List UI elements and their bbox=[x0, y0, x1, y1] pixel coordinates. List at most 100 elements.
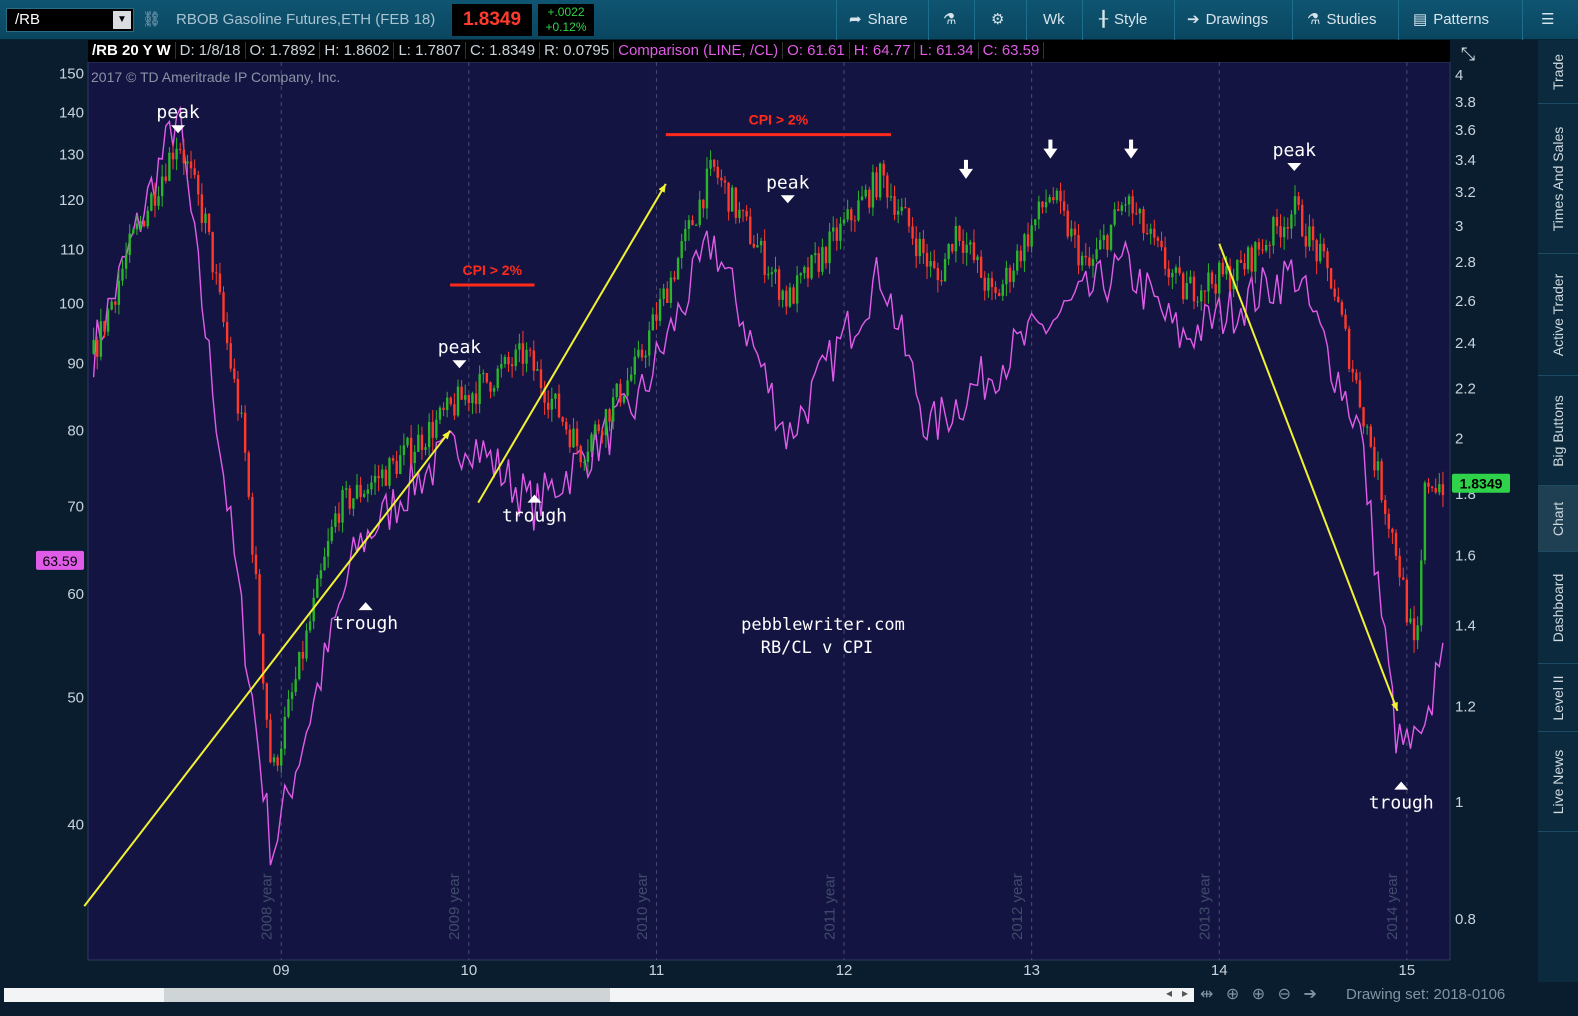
rb-candle bbox=[983, 271, 986, 301]
horizontal-scrollbar[interactable]: ◂ ▸ bbox=[4, 986, 1194, 1002]
rb-candle bbox=[251, 492, 254, 564]
candle-body bbox=[1160, 240, 1163, 248]
rb-candle bbox=[770, 266, 774, 287]
candle-body bbox=[363, 493, 366, 497]
rb-candle bbox=[662, 283, 665, 307]
zoom-out-icon[interactable]: ⊖ bbox=[1277, 986, 1291, 1003]
rb-candle bbox=[763, 229, 766, 284]
tab-chart[interactable]: Chart bbox=[1538, 486, 1578, 552]
candle-body bbox=[168, 152, 171, 181]
rb-candle bbox=[1131, 189, 1134, 226]
rb-candle bbox=[1091, 254, 1095, 278]
rb-candle bbox=[954, 216, 958, 263]
zoom-in-icon[interactable]: ⊕ bbox=[1251, 986, 1266, 1003]
rb-candle bbox=[1185, 271, 1188, 300]
rb-candle bbox=[388, 456, 391, 489]
price-chart[interactable]: 2008 year 2009 year 2010 year 2011 year 2012… bbox=[0, 40, 1538, 982]
chevron-down-icon[interactable]: ▼ bbox=[113, 11, 131, 29]
menu-button[interactable]: ☰ bbox=[1522, 0, 1578, 40]
rb-candle bbox=[611, 388, 615, 430]
rb-candle bbox=[738, 201, 741, 224]
style-button[interactable]: ╂ Style bbox=[1082, 0, 1174, 40]
candle-body bbox=[1351, 368, 1354, 373]
annotation-label: peak bbox=[766, 172, 810, 193]
pan-icon[interactable]: ➔ bbox=[1303, 986, 1317, 1003]
candle-body bbox=[583, 461, 586, 463]
rb-candle bbox=[399, 445, 402, 475]
candle-body bbox=[536, 369, 539, 371]
peak-trough-annotations[interactable]: peak trough peak trough peak peak trough bbox=[156, 102, 1433, 813]
rb-candle bbox=[749, 208, 752, 245]
right-sidebar: Trade Times And Sales Active Trader Big … bbox=[1538, 40, 1578, 982]
candle-body bbox=[142, 221, 146, 227]
tab-times-and-sales[interactable]: Times And Sales bbox=[1538, 104, 1578, 254]
x-tick-label: 11 bbox=[649, 962, 665, 979]
candle-body bbox=[106, 309, 110, 332]
cpi-markers[interactable]: CPI > 2% CPI > 2% bbox=[450, 112, 891, 287]
expand-icon[interactable]: ⤡ bbox=[1461, 44, 1475, 65]
right-tick-label: 3.4 bbox=[1455, 152, 1476, 169]
studies-button[interactable]: ⚗ Studies bbox=[1292, 0, 1398, 40]
candle-body bbox=[294, 679, 297, 693]
candle-body bbox=[305, 630, 308, 659]
scrollbar-thumb[interactable] bbox=[164, 988, 610, 1002]
candle-body bbox=[1210, 272, 1214, 284]
tab-active-trader[interactable]: Active Trader bbox=[1538, 254, 1578, 376]
rb-candle bbox=[1228, 258, 1232, 293]
patterns-button[interactable]: ▤ Patterns bbox=[1398, 0, 1522, 40]
candle-body bbox=[983, 277, 986, 291]
rb-candle bbox=[204, 207, 207, 234]
rb-candle bbox=[301, 640, 305, 671]
comparison-line-cl bbox=[92, 105, 1444, 866]
link-icon[interactable]: ⛓ bbox=[142, 11, 162, 28]
rb-candle bbox=[500, 354, 503, 378]
rb-candle bbox=[355, 473, 359, 500]
symbol-input[interactable]: /RB ▼ bbox=[6, 8, 134, 32]
info-high: H: 1.8602 bbox=[320, 42, 395, 59]
rb-candle bbox=[1384, 494, 1387, 525]
flask-button[interactable]: ⚗ bbox=[928, 0, 974, 40]
share-button[interactable]: ➦ Share bbox=[836, 0, 928, 40]
scroll-left-icon[interactable]: ◂ bbox=[1166, 986, 1173, 1000]
scroll-right-icon[interactable]: ▸ bbox=[1182, 986, 1189, 1000]
tab-level-ii[interactable]: Level II bbox=[1538, 664, 1578, 732]
tab-live-news[interactable]: Live News bbox=[1538, 732, 1578, 832]
tab-big-buttons[interactable]: Big Buttons bbox=[1538, 376, 1578, 486]
annotation-label: peak bbox=[156, 102, 200, 123]
candle-body bbox=[330, 526, 333, 542]
candle-body bbox=[539, 369, 543, 388]
candle-body bbox=[153, 193, 157, 206]
copyright-text: 2017 © TD Ameritrade IP Company, Inc. bbox=[91, 69, 340, 85]
candle-body bbox=[835, 227, 839, 241]
left-axis: 150 140 130 120 110 100 90 80 70 60 50 40 63.59 bbox=[36, 65, 84, 833]
candle-body bbox=[1319, 243, 1322, 262]
candle-body bbox=[987, 278, 990, 291]
rb-candle bbox=[1077, 224, 1080, 275]
candle-body bbox=[543, 387, 546, 403]
candle-body bbox=[1355, 372, 1358, 381]
candle-body bbox=[911, 226, 914, 239]
trend-line bbox=[1218, 243, 1399, 712]
rb-candle bbox=[114, 300, 117, 314]
candle-body bbox=[1365, 426, 1369, 428]
rb-candle bbox=[298, 651, 301, 681]
tab-dashboard[interactable]: Dashboard bbox=[1538, 552, 1578, 664]
collapse-icon[interactable]: ⇹ bbox=[1200, 986, 1214, 1003]
candle-body bbox=[788, 287, 792, 307]
rb-candle bbox=[1001, 279, 1004, 301]
settings-button[interactable]: ⚙ bbox=[974, 0, 1026, 40]
candle-body bbox=[734, 187, 738, 218]
drawings-button[interactable]: ➔ Drawings bbox=[1174, 0, 1292, 40]
rb-candle bbox=[669, 271, 673, 309]
rb-candle bbox=[1329, 267, 1333, 290]
candle-body bbox=[676, 258, 680, 280]
rb-candle bbox=[1055, 188, 1059, 204]
crosshair-icon[interactable]: ⊕ bbox=[1225, 986, 1240, 1003]
candle-body bbox=[1430, 486, 1434, 488]
tab-trade[interactable]: Trade bbox=[1538, 40, 1578, 104]
candle-body bbox=[694, 224, 698, 226]
rb-candle bbox=[200, 183, 204, 232]
candle-body bbox=[409, 437, 413, 464]
trend-lines[interactable] bbox=[83, 183, 1399, 907]
timeframe-button[interactable]: Wk bbox=[1026, 0, 1082, 40]
